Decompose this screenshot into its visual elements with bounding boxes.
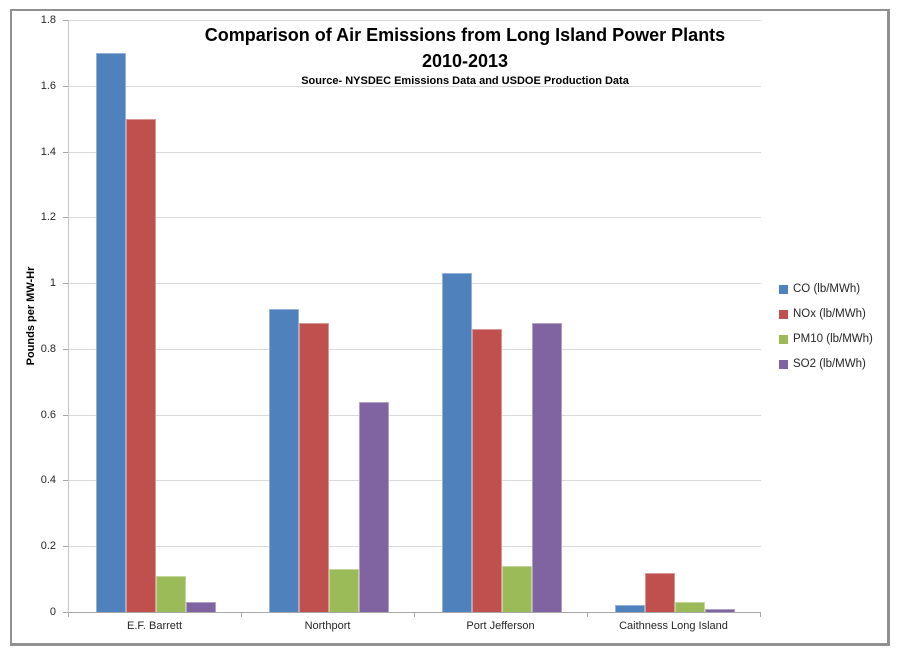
y-tick-mark [63,612,68,613]
gridline [69,151,761,153]
bar-co-northport [268,309,299,612]
gridline [69,85,761,87]
bar-pm10-port-jefferson [501,565,532,612]
bar-so2-e-f-barrett [185,602,216,612]
bar-pm10-caithness-long-island [674,602,705,612]
bar-co-caithness-long-island [614,605,645,612]
bar-nox-northport [298,322,329,612]
gridline [69,480,761,482]
y-tick-mark [63,85,68,87]
x-tick-mark [241,613,242,617]
x-tick-mark [587,613,588,617]
x-tick-mark [414,613,415,617]
legend-swatch-icon [779,334,788,344]
legend-label: PM10 (lb/MWh) [793,333,873,345]
bar-co-e-f-barrett [95,52,126,612]
plot-area [68,20,761,613]
y-tick-label: 0.4 [40,474,56,487]
legend-label: CO (lb/MWh) [793,283,861,295]
y-tick-mark [63,546,68,548]
y-tick-mark [63,151,68,153]
legend-item-so2: SO2 (lb/MWh) [779,358,873,370]
y-tick-mark [63,283,68,285]
bar-co-port-jefferson [441,273,472,612]
bar-so2-northport [358,401,389,612]
y-axis-title: Pounds per MW-Hr [25,266,37,366]
x-tick-mark [760,613,761,617]
bar-nox-port-jefferson [471,329,502,612]
y-tick-label: 1.4 [40,145,56,158]
y-tick-mark [63,348,68,350]
gridline [69,283,761,285]
y-tick-label: 0.2 [40,540,56,553]
bar-so2-port-jefferson [531,322,562,612]
legend-item-nox: NOx (lb/MWh) [779,308,873,320]
x-axis-label-e-f-barrett: E.F. Barrett [126,620,183,632]
y-tick-label: 0.6 [40,408,56,421]
y-tick-mark [63,414,68,416]
chart-subtitle: Source- NYSDEC Emissions Data and USDOE … [301,75,629,87]
x-axis-label-caithness-long-island: Caithness Long Island [619,620,728,632]
legend: CO (lb/MWh) NOx (lb/MWh) PM10 (lb/MWh) SO2 … [779,283,873,383]
chart-title-block: Comparison of Air Emissions from Long Is… [68,22,862,87]
y-tick-label: 1.2 [40,211,56,224]
bar-nox-caithness-long-island [644,572,675,612]
y-tick-label: 1 [49,277,56,290]
y-tick-mark [63,480,68,482]
y-tick-label: 0 [49,606,56,618]
gridline [69,414,761,416]
legend-swatch-icon [779,309,788,319]
y-tick-label: 0.8 [40,342,56,355]
bar-so2-caithness-long-island [704,608,735,612]
legend-item-co: CO (lb/MWh) [779,283,873,295]
gridline [69,20,761,21]
legend-label: SO2 (lb/MWh) [793,358,866,370]
gridline [69,348,761,350]
legend-swatch-icon [779,284,788,294]
bar-pm10-northport [328,569,359,612]
legend-item-pm10: PM10 (lb/MWh) [779,333,873,345]
chart-title-line2: 2010-2013 [421,51,509,71]
x-axis-label-northport: Northport [304,620,351,632]
bar-nox-e-f-barrett [125,118,156,612]
x-axis-label-port-jefferson: Port Jefferson [466,620,535,632]
gridline [69,546,761,548]
y-tick-label: 1.6 [40,79,56,92]
gridline [69,217,761,219]
y-tick-mark [63,217,68,219]
x-tick-mark [68,613,69,617]
y-tick-mark [63,20,68,21]
legend-label: NOx (lb/MWh) [793,308,866,320]
legend-swatch-icon [779,359,788,369]
chart-title-line1: Comparison of Air Emissions from Long Is… [204,25,726,45]
bar-pm10-e-f-barrett [155,575,186,612]
y-tick-label: 1.8 [40,14,56,26]
